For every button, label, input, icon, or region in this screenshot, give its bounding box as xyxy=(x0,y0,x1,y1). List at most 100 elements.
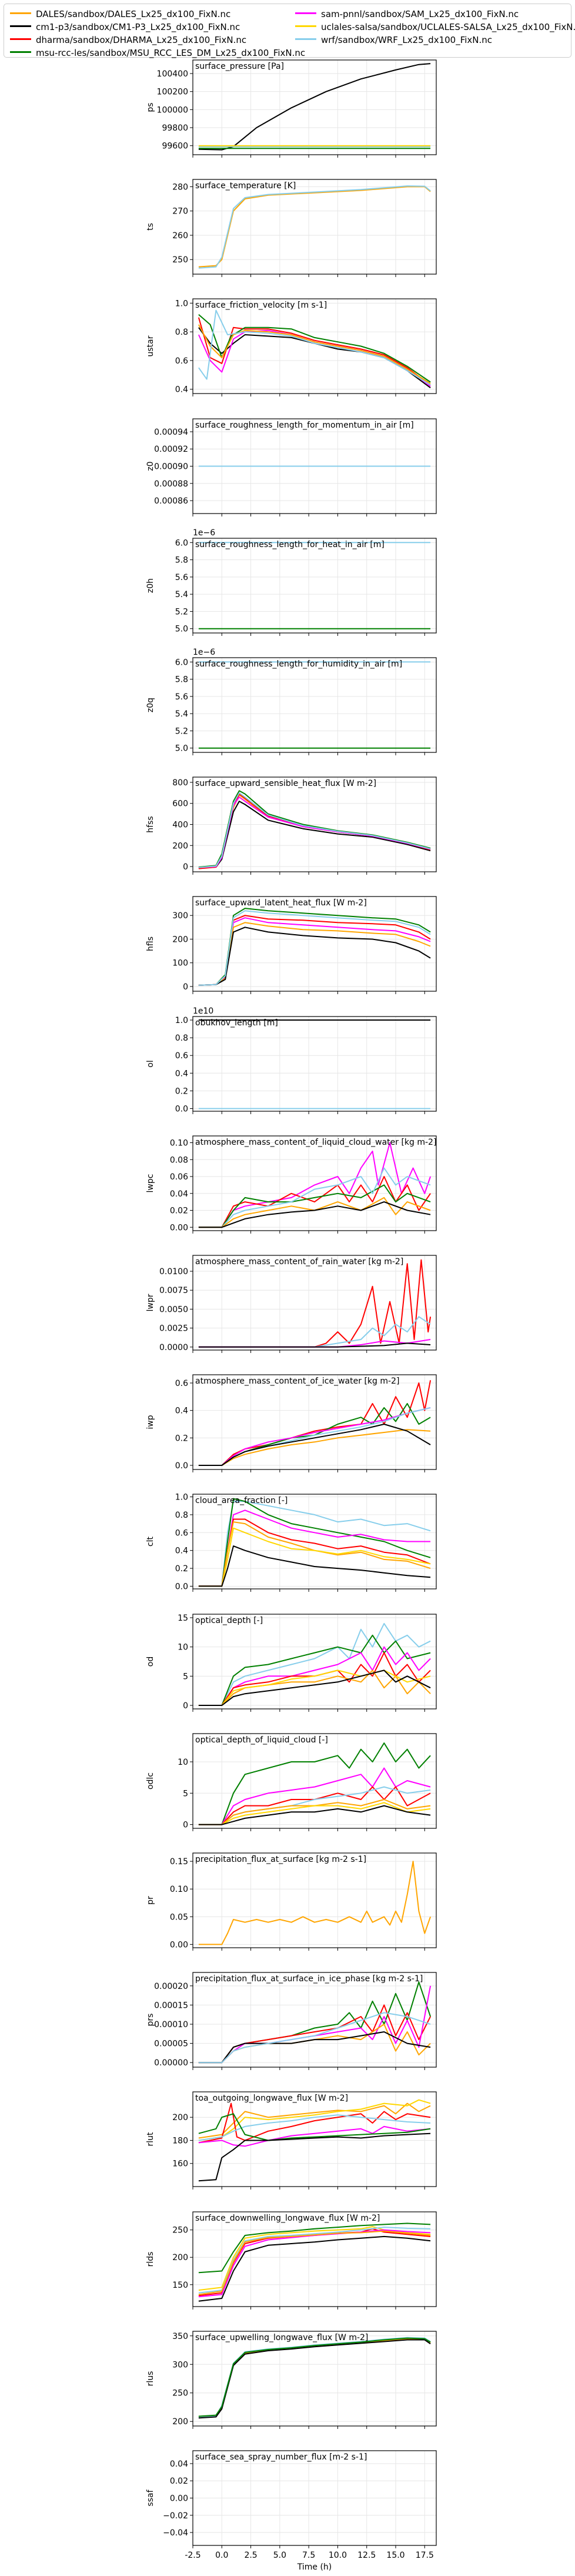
y-tick-label: 0.04 xyxy=(170,1189,188,1199)
series-line-cm1-p3 xyxy=(198,1805,431,1825)
y-tick-label: 100 xyxy=(172,959,188,968)
legend-label: dharma/sandbox/DHARMA_Lx25_dx100_FixN.nc xyxy=(36,35,247,45)
y-tick-label: 0.02 xyxy=(170,2477,188,2486)
y-tick-label: 0.00000 xyxy=(154,2058,188,2068)
x-tick-label: 2.5 xyxy=(244,2551,257,2560)
series-line-msu-rcc-les xyxy=(198,1742,431,1825)
subplot: 99600 99800 100000 100200 100400 ps surface_pr… xyxy=(146,59,437,158)
y-tick-label: 0.00088 xyxy=(154,479,188,489)
x-tick-label: 10.0 xyxy=(329,2551,347,2560)
subplot-title: surface_upwelling_longwave_flux [W m-2] xyxy=(195,2333,368,2342)
legend-entry: wrf/sandbox/WRF_Lx25_dx100_FixN.nc xyxy=(295,35,492,45)
subplot-title: toa_outgoing_longwave_flux [W m-2] xyxy=(195,2094,348,2103)
y-tick-label: 5.4 xyxy=(175,590,188,599)
series-line-dales xyxy=(198,186,431,268)
legend-label: DALES/sandbox/DALES_Lx25_dx100_FixN.nc xyxy=(36,9,231,19)
series-line-wrf xyxy=(198,910,431,986)
y-tick-label: 180 xyxy=(172,2136,188,2145)
y-tick-label: 0.00015 xyxy=(154,2001,188,2010)
y-tick-label: 0.00005 xyxy=(154,2040,188,2049)
series-line-wrf xyxy=(198,309,431,386)
y-tick-label: 150 xyxy=(172,2281,188,2290)
subplot-title: precipitation_flux_at_surface [kg m-2 s-… xyxy=(195,1855,366,1864)
y-tick-label: 5.8 xyxy=(175,675,188,685)
series-line-msu-rcc-les xyxy=(198,2222,431,2274)
series-line-msu-rcc-les xyxy=(198,2337,431,2417)
x-tick-label: 17.5 xyxy=(416,2551,434,2560)
subplot: 5.0 5.2 5.4 5.6 5.8 6.0 z0q surface_roughness_l… xyxy=(146,648,437,755)
axes-frame xyxy=(192,59,437,155)
axes-frame xyxy=(192,657,437,753)
y-tick-label: 250 xyxy=(172,255,188,265)
series-line-sam-pnnl xyxy=(198,917,431,986)
subplot-title: atmosphere_mass_content_of_liquid_cloud_… xyxy=(195,1138,436,1147)
subplot-title: surface_roughness_length_for_momentum_in… xyxy=(195,421,414,430)
legend-label: uclales-salsa/sandbox/UCLALES-SALSA_Lx25… xyxy=(321,22,575,32)
series-line-uclales-salsa xyxy=(198,1669,431,1706)
legend: DALES/sandbox/DALES_Lx25_dx100_FixN.nc cm… xyxy=(4,4,575,58)
series-line-dales xyxy=(198,922,431,986)
subplot-title: surface_pressure [Pa] xyxy=(195,62,284,71)
y-tick-label: 5.2 xyxy=(175,607,188,616)
subplot: 250 260 270 280 ts surface_temperature [K] xyxy=(146,179,437,277)
subplot: 0.0000 0.0025 0.0050 0.0075 0.0100 lwpr atmosp… xyxy=(146,1255,437,1353)
series-line-wrf xyxy=(198,1622,431,1706)
axes-frame xyxy=(192,1614,437,1709)
y-tick-label: 0.0 xyxy=(175,1461,188,1471)
y-tick-label: 0.00092 xyxy=(154,445,188,454)
y-tick-label: 0.0025 xyxy=(159,1324,188,1334)
y-tick-label: 0.6 xyxy=(175,1379,188,1388)
y-tick-label: 350 xyxy=(172,2332,188,2341)
series-line-wrf xyxy=(198,792,431,868)
y-tick-label: 0.4 xyxy=(175,385,188,395)
subplot-title: surface_roughness_length_for_heat_in_air… xyxy=(195,540,385,549)
subplot: 0.4 0.6 0.8 1.0 ustar surface_friction_veloci… xyxy=(146,298,437,396)
y-tick-label: 0.2 xyxy=(175,1564,188,1574)
y-tick-label: 0.06 xyxy=(170,1172,188,1182)
subplot: 0.0 0.2 0.4 0.6 0.8 1.0 clt cloud_area_fraction… xyxy=(146,1493,437,1592)
y-tick-label: 99800 xyxy=(162,124,188,133)
axis-offset-label: 1e10 xyxy=(193,1007,213,1016)
y-tick-label: −0.04 xyxy=(163,2528,188,2538)
y-axis-label: ol xyxy=(146,1060,155,1067)
subplot: 0.00000 0.00005 0.00010 0.00015 0.00020 prs pr… xyxy=(146,1972,437,2070)
y-tick-label: 0.00010 xyxy=(154,2020,188,2030)
series-line-dharma xyxy=(198,1380,432,1466)
y-axis-label: ts xyxy=(146,223,155,231)
y-tick-label: 5.0 xyxy=(175,625,188,634)
y-tick-label: 600 xyxy=(172,799,188,809)
y-tick-label: 0.0 xyxy=(175,1582,188,1591)
legend-entry: uclales-salsa/sandbox/UCLALES-SALSA_Lx25… xyxy=(295,22,575,32)
subplot-title: atmosphere_mass_content_of_rain_water [k… xyxy=(195,1257,403,1267)
y-tick-label: 1.0 xyxy=(175,1493,188,1502)
y-tick-label: 5.8 xyxy=(175,556,188,565)
series-line-dales xyxy=(198,2230,431,2295)
y-axis-label: lwpr xyxy=(146,1294,155,1311)
axes-frame xyxy=(192,1016,437,1112)
legend-line-swatch xyxy=(10,12,31,14)
axes-frame xyxy=(192,1733,437,1829)
y-tick-label: 5.0 xyxy=(175,744,188,754)
y-axis-label: clt xyxy=(146,1536,155,1547)
y-tick-label: 0.4 xyxy=(175,1407,188,1416)
y-axis-label: ssaf xyxy=(146,2489,155,2506)
series-line-dharma xyxy=(198,2102,431,2144)
y-tick-label: 0.10 xyxy=(170,1885,188,1894)
subplot-title: surface_temperature [K] xyxy=(195,181,296,191)
y-tick-label: 200 xyxy=(172,841,188,851)
y-axis-label: ustar xyxy=(146,335,155,356)
subplot-title: atmosphere_mass_content_of_ice_water [kg… xyxy=(195,1377,399,1386)
y-tick-label: 0.4 xyxy=(175,1069,188,1078)
series-line-cm1-p3 xyxy=(198,927,431,986)
y-tick-label: 0.0 xyxy=(175,1104,188,1114)
y-axis-label: od xyxy=(146,1657,155,1667)
x-tick-label: 7.5 xyxy=(302,2551,315,2560)
y-axis-label: z0 xyxy=(146,461,155,471)
subplot: 0.00 0.02 0.04 0.06 0.08 0.10 lwpc atmosphere_m… xyxy=(146,1135,437,1234)
y-tick-label: 300 xyxy=(172,911,188,921)
series-line-msu-rcc-les xyxy=(198,1498,431,1587)
series-line-cm1-p3 xyxy=(198,1201,431,1228)
y-axis-label: iwp xyxy=(146,1415,155,1429)
series-line-dales xyxy=(198,1861,432,1945)
